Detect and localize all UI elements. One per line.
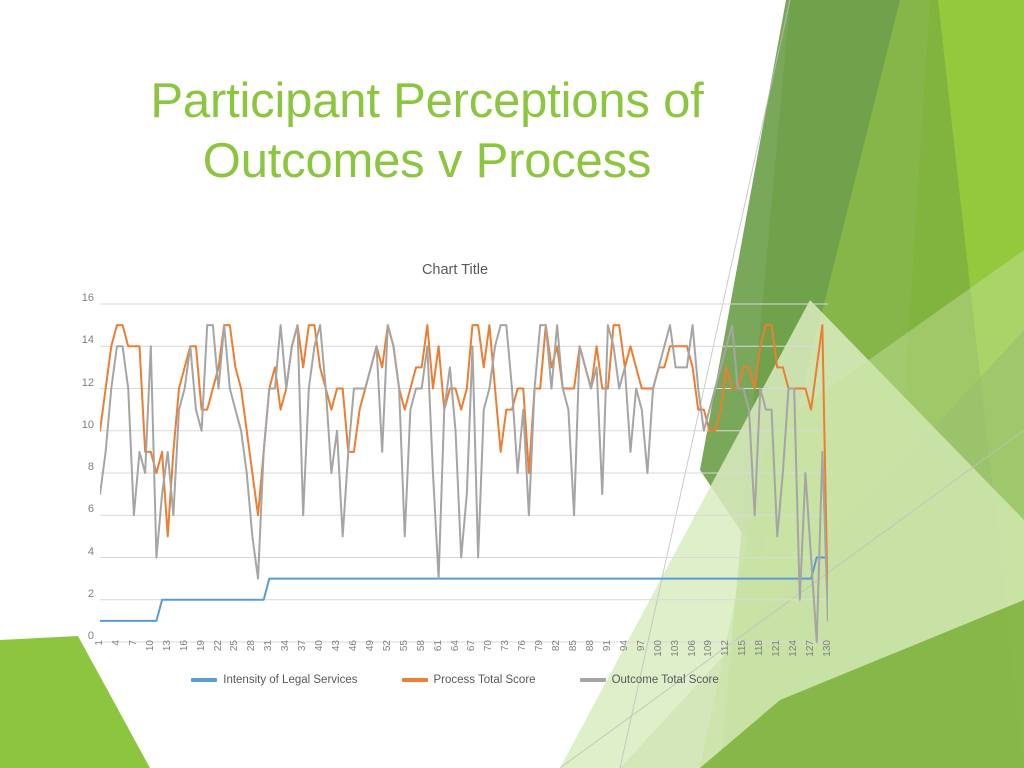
- plot-area: 0 2 4 6 8 10 12 14 16 1 4 7 10 13 16 19 22 25 28 31 34 37 40 4…: [60, 292, 850, 657]
- x-axis-tick-label: 34: [280, 640, 292, 652]
- legend-item[interactable]: Process Total Score: [401, 674, 536, 686]
- x-axis-tick-label: 103: [669, 640, 681, 657]
- deco-right-bright: [880, 0, 1024, 768]
- x-axis-tick-label: 10: [144, 640, 156, 652]
- x-axis-tick-label: 43: [331, 640, 343, 652]
- y-axis-tick-label: 8: [87, 461, 94, 473]
- gridlines: [100, 303, 828, 643]
- x-axis-tick-label: 112: [720, 640, 732, 656]
- x-axis-tick-label: 1: [94, 640, 105, 646]
- x-axis-tick-label: 4: [110, 640, 122, 646]
- x-axis-tick-label: 94: [618, 640, 630, 652]
- y-axis-tick-label: 2: [87, 587, 94, 600]
- x-axis-tick-label: 121: [771, 640, 783, 657]
- x-axis-tick-label: 109: [703, 640, 715, 657]
- x-axis-tick-label: 16: [178, 640, 190, 652]
- y-axis-tick-label: 12: [81, 376, 94, 389]
- x-axis-tick-label: 100: [652, 640, 664, 657]
- legend-swatch-icon: [191, 678, 218, 682]
- page-title: Participant Perceptions of Outcomes v Pr…: [150, 74, 704, 188]
- x-axis-tick-label: 106: [686, 640, 698, 657]
- y-axis-tick-label: 10: [81, 418, 94, 431]
- y-axis-tick-label: 0: [87, 630, 94, 642]
- legend-label: Intensity of Legal Services: [223, 674, 358, 686]
- x-axis-tick-label: 46: [347, 640, 359, 652]
- x-axis-tick-label: 67: [466, 640, 478, 652]
- x-axis-tick-label: 40: [314, 640, 326, 652]
- x-axis-tick-label: 130: [822, 640, 833, 657]
- x-axis-tick-label: 76: [517, 640, 529, 652]
- legend-label: Outcome Total Score: [611, 674, 719, 686]
- x-axis-tick-label: 31: [263, 640, 275, 652]
- x-axis-tick-label: 49: [364, 640, 376, 652]
- series-line-intensity-of-legal-services: [100, 556, 828, 622]
- chart-svg: [100, 303, 828, 643]
- x-axis-tick-label: 61: [432, 640, 444, 652]
- x-axis-tick-label: 82: [551, 640, 563, 652]
- x-axis-tick-label: 25: [229, 640, 241, 652]
- legend-label: Process Total Score: [433, 674, 536, 686]
- x-axis-tick-label: 73: [500, 640, 512, 652]
- x-axis-tick-label: 88: [584, 640, 596, 652]
- x-axis-tick-label: 13: [161, 640, 173, 652]
- y-axis: 0 2 4 6 8 10 12 14 16: [60, 292, 94, 642]
- x-axis-tick-label: 70: [483, 640, 495, 652]
- x-axis-tick-label: 52: [381, 640, 393, 652]
- y-axis-tick-label: 4: [87, 545, 94, 558]
- x-axis-tick-label: 79: [534, 640, 546, 652]
- x-axis-tick-label: 55: [398, 640, 410, 652]
- x-axis-tick-label: 28: [246, 640, 258, 652]
- x-axis-tick-label: 115: [737, 640, 749, 656]
- x-axis-tick-label: 127: [805, 640, 817, 657]
- series-line-outcome-total-score: [100, 324, 828, 643]
- legend-swatch-icon: [401, 678, 428, 682]
- x-axis-tick-label: 22: [212, 640, 224, 652]
- chart-legend: Intensity of Legal Services Process Total…: [60, 674, 850, 686]
- x-axis-tick-label: 19: [195, 640, 207, 652]
- x-axis-tick-label: 37: [297, 640, 309, 652]
- legend-item[interactable]: Outcome Total Score: [579, 674, 719, 686]
- plot-lines: [100, 298, 828, 643]
- y-axis-tick-label: 14: [81, 334, 94, 347]
- x-axis-tick-label: 58: [415, 640, 427, 652]
- x-axis-tick-label: 97: [635, 640, 647, 652]
- chart-title: Chart Title: [421, 262, 489, 278]
- legend-swatch-icon: [579, 678, 606, 682]
- x-axis-tick-label: 124: [788, 640, 800, 657]
- x-axis-tick-label: 85: [568, 640, 580, 652]
- y-axis-tick-label: 6: [87, 503, 94, 516]
- legend-item[interactable]: Intensity of Legal Services: [191, 674, 358, 686]
- x-axis-tick-label: 91: [601, 640, 613, 652]
- x-axis-tick-label: 118: [754, 640, 766, 656]
- x-axis-tick-label: 7: [127, 640, 139, 646]
- y-axis-tick-label: 16: [81, 292, 94, 304]
- x-axis-tick-label: 64: [449, 640, 461, 652]
- line-chart: Chart Title 0 2 4 6 8 10 12 14 16 1 4 7 10 13 16 19 22 2…: [60, 250, 850, 710]
